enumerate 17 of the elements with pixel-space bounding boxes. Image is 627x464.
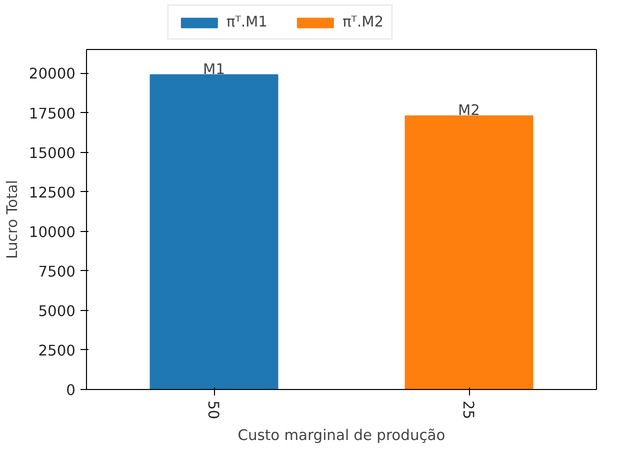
annotation: M1 bbox=[203, 60, 225, 78]
y-tick-label: 5000 bbox=[38, 302, 76, 320]
y-axis-title: Lucro Total bbox=[4, 180, 21, 259]
y-tick-label: 2500 bbox=[38, 342, 76, 360]
y-tick-label: 0 bbox=[66, 382, 76, 399]
x-tick-label: 50 bbox=[204, 400, 222, 420]
y-tick-label: 15000 bbox=[28, 144, 76, 162]
y-tick-label: 20000 bbox=[28, 66, 76, 83]
x-axis-title: Custo marginal de produção bbox=[238, 427, 446, 444]
x-tick-label: 25 bbox=[460, 400, 476, 420]
y-tick-label: 10000 bbox=[28, 224, 76, 241]
y-tick-label: 12500 bbox=[28, 184, 76, 202]
y-tick-label: 7500 bbox=[38, 263, 76, 280]
annotation: M2 bbox=[458, 102, 480, 119]
legend-label: πᵀ.M2 bbox=[342, 14, 384, 30]
y-tick-label: 17500 bbox=[28, 105, 76, 122]
legend-label: πᵀ.M1 bbox=[226, 14, 268, 30]
